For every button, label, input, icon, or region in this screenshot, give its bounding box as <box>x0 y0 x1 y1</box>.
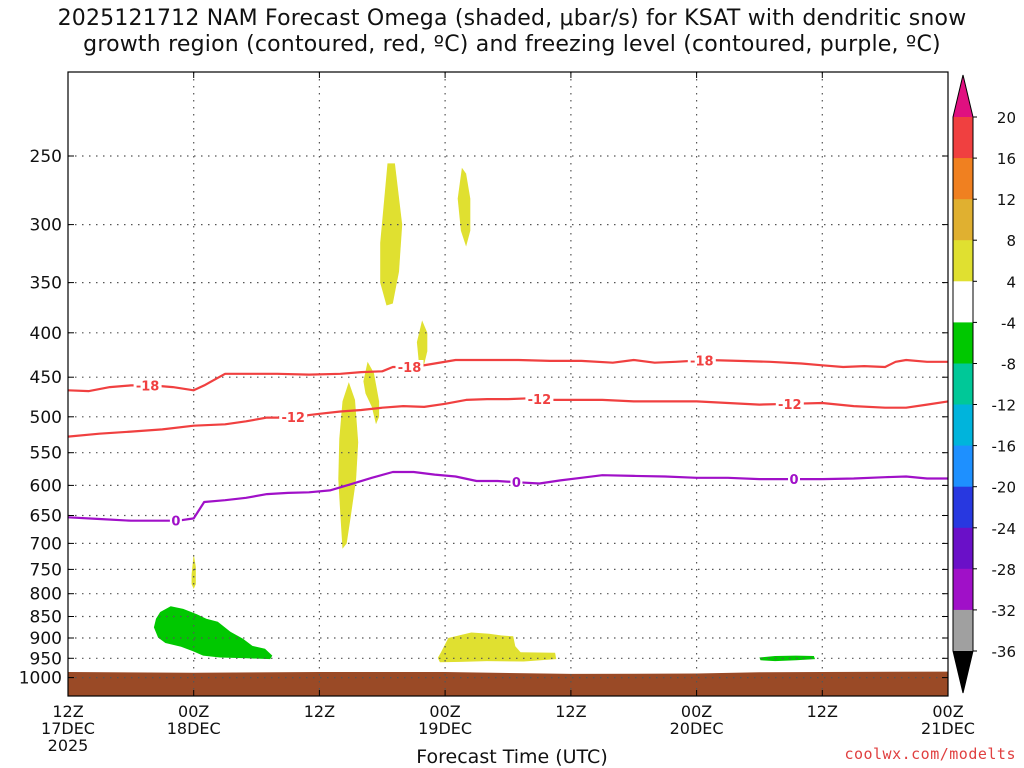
colorbar-bin--8-to--4 <box>953 322 973 364</box>
omega-region-8 <box>191 554 196 589</box>
contour-label-bg <box>510 475 523 490</box>
colorbar-bin-8-to-12 <box>953 199 973 241</box>
colorbar-label: 12 <box>997 191 1016 209</box>
site-credit: coolwx.com/modelts <box>844 745 1016 763</box>
x-tick-label-hour-60: 00Z <box>681 702 712 721</box>
y-tick-label-850: 850 <box>30 608 62 628</box>
colorbar-bin--16-to--12 <box>953 404 973 446</box>
colorbar-label: -32 <box>992 602 1017 620</box>
colorbar-label: 8 <box>1006 232 1016 250</box>
contour-line-0 <box>67 470 948 522</box>
contour-label-bg <box>395 360 424 374</box>
y-tick-label-700: 700 <box>30 534 62 554</box>
contour-label--12: -12 <box>778 398 802 413</box>
x-tick-label-hour-84: 00Z <box>932 702 963 721</box>
colorbar-label: -12 <box>992 397 1017 415</box>
colorbar-bin--24-to--20 <box>953 486 973 529</box>
y-tick-label-550: 550 <box>30 444 62 464</box>
y-tick-label-600: 600 <box>30 476 62 496</box>
omega-region-4 <box>457 167 471 247</box>
y-tick-label-1000: 1000 <box>19 669 62 689</box>
y-tick-label-650: 650 <box>30 507 62 527</box>
y-tick-label-350: 350 <box>30 274 62 294</box>
contour-label-0: 0 <box>512 476 521 491</box>
x-tick-label-hour-0: 12Z <box>52 702 83 721</box>
colorbar-bin-16-to-20 <box>953 117 973 159</box>
y-tick-label-300: 300 <box>30 216 62 236</box>
y-tick-label-400: 400 <box>30 324 62 344</box>
x-tick-label-hour-12: 18DEC <box>167 719 221 738</box>
contour-label--12: -12 <box>528 393 552 408</box>
contour-label-0: 0 <box>789 473 798 488</box>
contour-label--18: -18 <box>398 361 422 376</box>
contour-label--18: -18 <box>136 379 160 394</box>
contour-label-bg <box>279 409 308 424</box>
y-tick-label-500: 500 <box>30 408 62 428</box>
plot-frame <box>67 71 949 697</box>
contour-label-bg <box>775 396 804 411</box>
colorbar-label: -36 <box>992 643 1017 661</box>
colorbar-label: 20 <box>997 109 1016 127</box>
y-tick-label-950: 950 <box>30 649 62 669</box>
x-tick-label-hour-72: 12Z <box>807 702 838 721</box>
colorbar-label: -8 <box>1001 356 1016 374</box>
chart-title-line-1: 2025121712 NAM Forecast Omega (shaded, μ… <box>57 6 967 31</box>
colorbar-bin-4-to-8 <box>953 240 973 282</box>
x-tick-label-hour-36: 00Z <box>429 702 460 721</box>
x-tick-label-hour-48: 12Z <box>555 702 586 721</box>
contour-label-bg <box>133 378 162 393</box>
x-tick-label-hour-12: 00Z <box>178 702 209 721</box>
plot-area-background <box>68 72 948 696</box>
colorbar-bin--36-to--32 <box>953 609 973 652</box>
colorbar-bin--4-to-4 <box>953 281 973 323</box>
contour-label-bg <box>525 392 554 407</box>
surface-ground-fill <box>68 671 948 696</box>
colorbar-bin--28-to--24 <box>953 527 973 570</box>
colorbar-bin--12-to--8 <box>953 363 973 405</box>
contour-label--18: -18 <box>690 354 714 369</box>
colorbar-bin--20-to--16 <box>953 445 973 488</box>
contour-label-bg <box>169 513 182 528</box>
colorbar-label: -20 <box>992 479 1017 497</box>
omega-region-1 <box>153 606 273 660</box>
contour-label-bg <box>788 472 800 487</box>
x-tick-label-hour-36: 19DEC <box>418 719 472 738</box>
y-tick-label-750: 750 <box>30 560 62 580</box>
contour-line--18 <box>67 358 948 393</box>
x-tick-label-hour-84: 21DEC <box>921 719 975 738</box>
x-tick-label-hour-24: 12Z <box>304 702 335 721</box>
colorbar-label: -16 <box>992 438 1017 456</box>
omega-region-7 <box>338 382 359 549</box>
colorbar-label: 4 <box>1006 273 1016 291</box>
x-tick-label-hour-0: 2025 <box>48 736 89 755</box>
colorbar-bin--32-to--28 <box>953 568 973 611</box>
y-tick-label-900: 900 <box>30 629 62 649</box>
colorbar-label: 16 <box>997 150 1016 168</box>
chart-title-line-2: growth region (contoured, red, ºC) and f… <box>83 32 941 57</box>
omega-region-3 <box>380 163 403 306</box>
x-tick-label-hour-0: 17DEC <box>41 719 95 738</box>
colorbar-bottom-arrow <box>953 651 973 693</box>
colorbar-bin-12-to-16 <box>953 158 973 200</box>
y-tick-label-800: 800 <box>30 585 62 605</box>
contour-label-0: 0 <box>171 515 180 530</box>
x-axis-label: Forecast Time (UTC) <box>416 746 608 768</box>
contour-label--12: -12 <box>281 411 305 426</box>
colorbar-label: -28 <box>992 561 1017 579</box>
colorbar-label: -24 <box>992 520 1017 538</box>
colorbar-label: -4 <box>1001 314 1016 332</box>
omega-region-5 <box>416 320 428 369</box>
y-tick-label-450: 450 <box>30 368 62 388</box>
colorbar-top-arrow <box>953 75 973 117</box>
omega-region-2 <box>759 655 815 662</box>
y-tick-label-250: 250 <box>30 147 62 167</box>
omega-region-9 <box>437 632 557 663</box>
contour-label-bg <box>687 353 716 368</box>
x-tick-label-hour-60: 20DEC <box>670 719 724 738</box>
